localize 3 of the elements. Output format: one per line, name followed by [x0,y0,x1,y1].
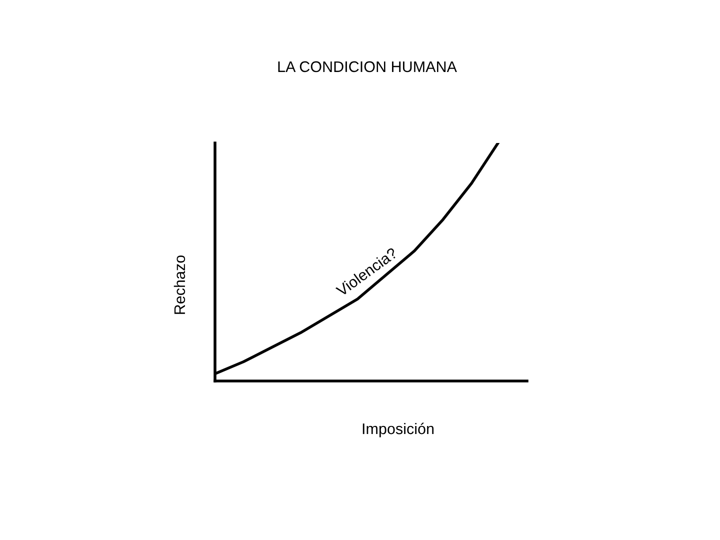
x-axis-title: Imposición [362,422,434,438]
chart-title: LA CONDICION HUMANA [278,61,457,72]
y-axis-title: Rechazo [174,255,186,314]
